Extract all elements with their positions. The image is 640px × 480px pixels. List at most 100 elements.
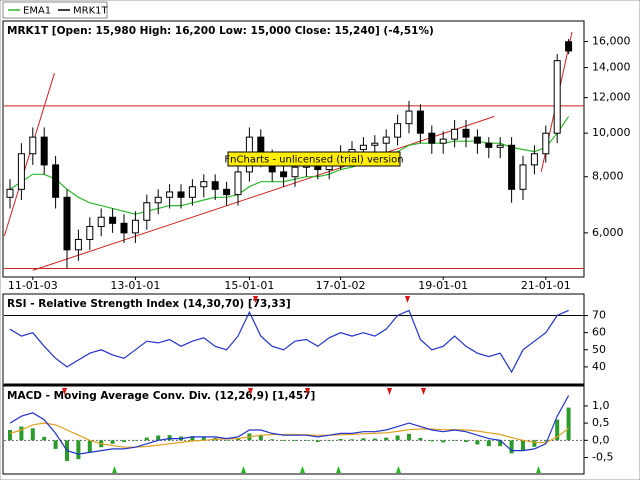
candle-body bbox=[86, 225, 94, 240]
candle-body bbox=[120, 222, 128, 234]
histogram-bar bbox=[327, 440, 332, 441]
rsi-line bbox=[9, 309, 569, 374]
candle-body bbox=[234, 171, 242, 196]
candle-body bbox=[542, 132, 550, 155]
macd-line bbox=[9, 395, 570, 455]
trend-line bbox=[3, 73, 55, 237]
histogram-bar bbox=[144, 437, 149, 441]
candle-body bbox=[200, 181, 208, 188]
candle-body bbox=[428, 132, 436, 144]
price-title: MRK1T [Open: 15,980 High: 16,200 Low: 15… bbox=[7, 25, 434, 37]
y-tick-label: 1,0 bbox=[592, 399, 610, 412]
buy-arrow bbox=[241, 466, 246, 473]
histogram-bar bbox=[53, 440, 58, 449]
histogram-bar bbox=[87, 440, 92, 453]
histogram-bar bbox=[42, 436, 47, 441]
macd-panel bbox=[2, 385, 585, 475]
histogram-bar bbox=[190, 436, 195, 441]
histogram-bar bbox=[509, 440, 514, 454]
histogram-bar bbox=[30, 428, 35, 441]
candle-body bbox=[485, 142, 493, 148]
legend-label: EMA1 bbox=[23, 6, 51, 17]
sell-arrow bbox=[405, 296, 410, 303]
y-tick-label: 6,000 bbox=[592, 226, 624, 239]
sell-arrow bbox=[62, 388, 67, 395]
histogram-bar bbox=[133, 440, 138, 441]
x-tick-label: 11-01-03 bbox=[8, 279, 58, 292]
watermark-box bbox=[227, 151, 401, 167]
candle-body bbox=[519, 164, 527, 190]
candle-body bbox=[17, 153, 25, 190]
legend-box bbox=[2, 1, 108, 19]
histogram-bar bbox=[429, 440, 434, 442]
sell-arrow bbox=[253, 296, 258, 303]
candle-body bbox=[416, 110, 424, 134]
histogram-bar bbox=[8, 430, 12, 441]
y-tick-label: -0,5 bbox=[592, 451, 613, 464]
x-tick-label: 17-01-02 bbox=[316, 279, 366, 292]
candle-body bbox=[439, 138, 447, 144]
rsi-panel bbox=[2, 293, 585, 386]
histogram-bar bbox=[156, 435, 161, 441]
candle-body bbox=[166, 191, 174, 198]
x-tick-label: 13-01-01 bbox=[110, 279, 160, 292]
buy-arrow bbox=[536, 466, 541, 473]
histogram-bar bbox=[395, 435, 400, 441]
candle-body bbox=[74, 238, 82, 251]
candle-body bbox=[371, 142, 379, 146]
histogram-bar bbox=[236, 438, 240, 441]
candle-body bbox=[131, 219, 139, 234]
histogram-bar bbox=[293, 440, 297, 442]
buy-arrow bbox=[300, 466, 305, 473]
histogram-bar bbox=[270, 439, 275, 441]
histogram-bar bbox=[122, 440, 126, 443]
y-tick-label: 70 bbox=[592, 309, 606, 322]
histogram-bar bbox=[521, 440, 525, 451]
candle-body bbox=[211, 181, 219, 190]
legend-label: MRK1T bbox=[73, 6, 108, 17]
histogram-bar bbox=[372, 438, 377, 441]
x-tick-label: 19-01-01 bbox=[418, 279, 468, 292]
candle-body bbox=[280, 171, 288, 178]
signal-arrows bbox=[62, 296, 426, 395]
histogram-bar bbox=[338, 438, 343, 441]
histogram-bar bbox=[258, 435, 263, 441]
sell-arrow bbox=[387, 388, 392, 395]
sell-arrow bbox=[248, 388, 253, 395]
histogram-bar bbox=[464, 440, 468, 443]
candle-body bbox=[109, 216, 117, 224]
histogram-bar bbox=[407, 433, 411, 441]
histogram-bar bbox=[532, 440, 537, 447]
candle-body bbox=[473, 136, 481, 144]
watermark: FnCharts - unlicensed (trial) version bbox=[224, 155, 403, 166]
macd-title: MACD - Moving Average Conv. Div. (12,26,… bbox=[7, 390, 315, 402]
histogram-bar bbox=[486, 440, 491, 447]
candle-body bbox=[382, 136, 390, 144]
histogram-bar bbox=[475, 440, 480, 445]
histogram-bar bbox=[555, 419, 560, 441]
histogram-bar bbox=[167, 435, 172, 441]
buy-arrow bbox=[336, 466, 341, 473]
rsi-title: RSI - Relative Strength Index (14,30,70)… bbox=[7, 298, 291, 310]
y-tick-label: 8,000 bbox=[592, 170, 624, 183]
candle-body bbox=[143, 202, 151, 221]
macd-line bbox=[9, 422, 569, 448]
candle-body bbox=[188, 186, 196, 198]
candle-body bbox=[291, 166, 299, 178]
candle-body bbox=[177, 191, 185, 198]
candle-body bbox=[6, 188, 14, 198]
candle-body bbox=[530, 153, 538, 166]
y-tick-label: 16,000 bbox=[592, 34, 631, 47]
candle-body bbox=[565, 41, 573, 52]
sell-arrow bbox=[421, 388, 426, 395]
y-tick-label: 50 bbox=[592, 343, 606, 356]
candle-body bbox=[553, 60, 561, 134]
candle-body bbox=[97, 216, 105, 227]
x-tick-label: 15-01-01 bbox=[224, 279, 274, 292]
candle-body bbox=[394, 123, 402, 138]
candle-body bbox=[405, 110, 413, 125]
histogram-bar bbox=[315, 440, 320, 443]
candle-body bbox=[508, 144, 516, 190]
histogram-bar bbox=[350, 439, 354, 441]
